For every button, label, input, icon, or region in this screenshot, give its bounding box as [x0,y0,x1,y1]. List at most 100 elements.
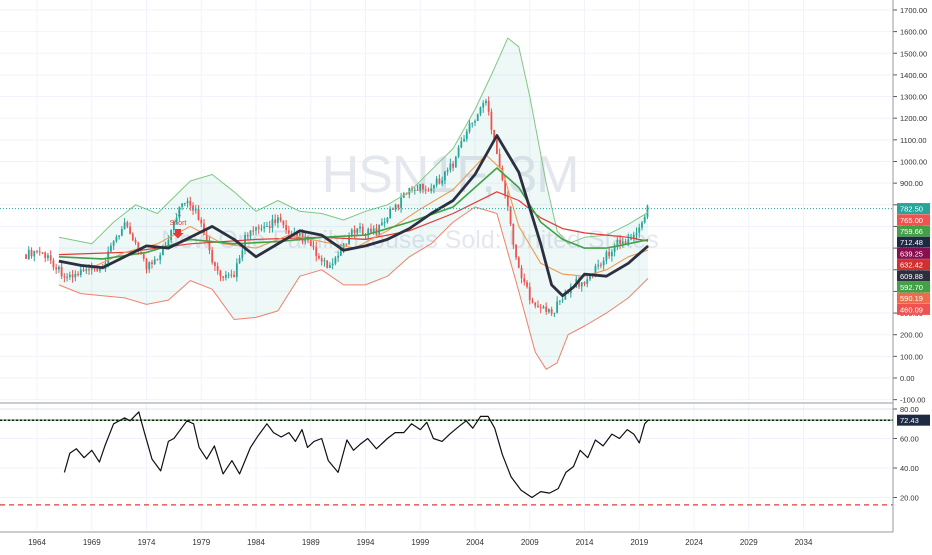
price-bar-body [624,241,627,244]
price-bar-body [126,222,129,227]
price-bar-body [359,226,361,229]
price-bar-body [58,266,60,270]
price-bar-body [194,208,197,211]
price-bar-body [646,205,649,217]
price-bar-body [47,255,49,259]
price-bar-body [542,306,545,309]
price-bar-body [233,274,235,278]
price-bar-body [416,189,419,191]
price-bar-body [323,260,326,262]
price-bar-body [638,227,641,233]
price-bar-body [635,232,638,235]
price-bar-body [82,269,85,271]
price-bar-body [33,250,36,257]
price-y-tick-label: 1300.00 [900,93,927,102]
oscillator-line [63,411,649,499]
price-bar-body [257,227,260,229]
signal-short-label: Short [170,220,187,227]
price-bar-body [627,239,630,244]
price-bar-body [170,230,173,240]
price-bar-body [378,224,381,235]
price-bar-body [391,208,394,210]
price-bar-body [162,248,164,256]
price-bar-body [381,222,383,225]
price-label-bg [897,303,930,315]
price-bar-body [334,257,337,264]
price-bar-body [419,183,422,191]
price-bar-body [274,219,277,224]
price-bar-body [641,222,643,228]
price-bar-body [345,243,348,245]
x-tick-label: 1974 [138,538,156,547]
price-bar-body [145,258,148,270]
price-bar-body [389,208,392,219]
x-tick-label: 1984 [247,538,265,547]
price-bar-body [356,228,359,233]
price-bar-body [249,230,252,237]
price-bar-body [85,269,88,271]
price-bar-body [153,259,156,265]
price-bar-body [118,235,121,237]
price-bar-body [580,282,583,287]
price-bar-body [534,302,537,306]
price-bar-body [156,259,159,261]
price-bar-body [241,250,244,259]
price-bar-body [96,268,99,271]
price-label: 590.19 [900,294,923,303]
price-bar-body [531,300,534,303]
watermark-symbol: HSN1F, 3M [322,146,579,204]
price-bar-body [523,278,526,283]
price-bar-body [454,156,457,168]
price-bar-body [266,225,268,227]
price-bar-body [578,279,580,287]
price-label: 759.66 [900,227,923,236]
ma-red-line [58,191,649,256]
price-bar-body [115,236,118,242]
price-label-bg [897,203,930,215]
price-bar-body [433,184,435,189]
price-bar-body [329,265,331,268]
price-bar-body [260,228,263,230]
price-label-bg [897,259,930,271]
x-tick-label: 1979 [192,538,210,547]
price-y-tick-label: 1600.00 [900,28,927,37]
price-bar-body [252,230,255,232]
price-bar-body [597,264,600,267]
price-bar-body [526,282,528,287]
price-bar-body [487,100,490,112]
price-bar-body [63,276,66,278]
price-bar-body [602,260,605,266]
oscillator-plot [0,408,893,506]
price-bar-body [435,178,438,185]
price-bar-body [38,251,41,253]
x-tick-label: 1969 [83,538,101,547]
price-bar-body [208,240,211,251]
x-tick-label: 2029 [740,538,758,547]
price-bar-body [608,251,611,257]
price-bar-body [131,233,134,241]
price-bar-body [586,279,589,284]
price-bar-body [44,252,47,259]
price-bar-body [528,286,531,301]
price-bar-body [413,189,416,191]
price-bar-body [137,242,140,252]
price-bar-body [110,245,112,252]
band-lower-line [58,206,649,370]
price-bar-body [463,139,465,142]
price-y-tick-label: 1200.00 [900,114,927,123]
price-bar-body [452,163,454,168]
price-label-bg [897,247,930,259]
price-bar-body [216,266,219,271]
price-bar-body [558,300,561,302]
short-signal[interactable]: -1 Short [170,211,187,239]
band-upper-line [58,37,649,245]
price-bar-body [159,255,162,260]
price-y-tick-label: 1700.00 [900,6,927,15]
price-bar-body [167,239,170,246]
price-bar-body [512,223,515,245]
price-label: 632.42 [900,261,923,270]
price-bar-body [550,309,553,314]
price-bar-body [613,246,616,252]
